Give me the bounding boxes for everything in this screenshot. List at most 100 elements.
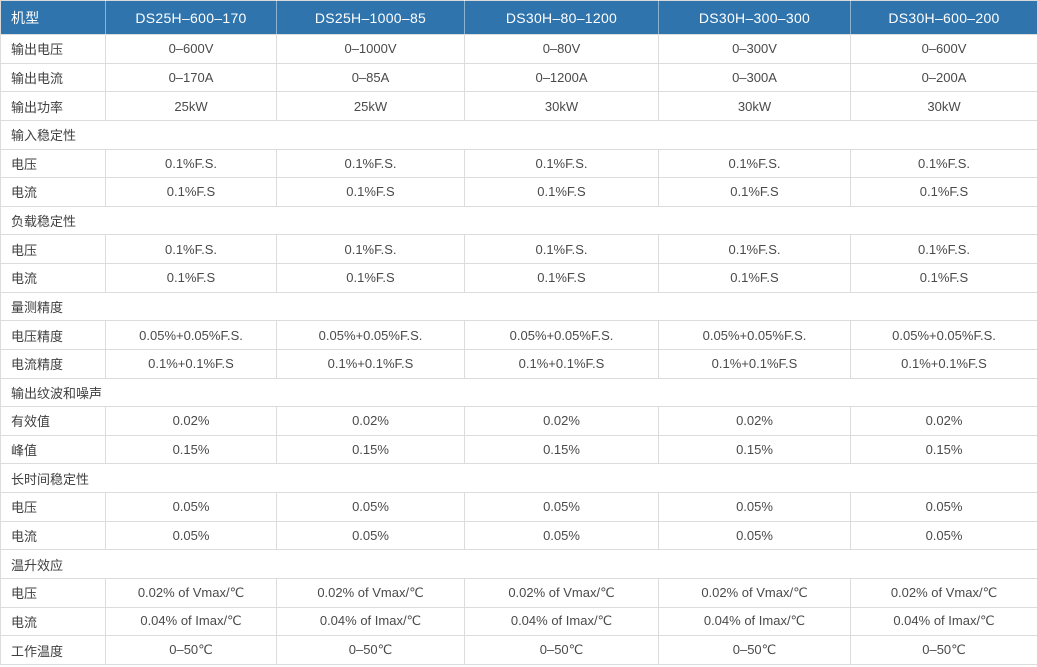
table-row: 电压 0.02% of Vmax/℃ 0.02% of Vmax/℃ 0.02% of… [0, 577, 1037, 608]
spec-value-cell: 0.1%F.S. [850, 234, 1037, 264]
row-label: 电流 [0, 263, 106, 293]
table-row: 电压精度 0.05%+0.05%F.S. 0.05%+0.05%F.S. 0.05%+… [0, 320, 1037, 350]
spec-value-cell: 0.05% [850, 492, 1037, 522]
spec-value-cell: 0.1%F.S. [658, 234, 851, 264]
table-row: 电压 0.1%F.S. 0.1%F.S. 0.1%F.S. 0.1%F.S. 0.1%F.… [0, 234, 1037, 264]
spec-value-cell: 0.1%F.S. [658, 148, 851, 179]
row-label: 电压 [0, 577, 106, 608]
table-row: 电流 0.1%F.S 0.1%F.S 0.1%F.S 0.1%F.S 0.1%F.S [0, 177, 1037, 207]
spec-value-cell: 0.1%F.S. [464, 234, 659, 264]
spec-value-cell: 0.1%+0.1%F.S [850, 348, 1037, 379]
row-label: 电流 [0, 606, 106, 637]
row-label: 电压 [0, 234, 106, 264]
spec-value-cell: 0.05%+0.05%F.S. [464, 320, 659, 350]
spec-value-cell: 0.02% of Vmax/℃ [850, 577, 1037, 608]
spec-value-cell: 0.05% [105, 492, 277, 522]
section-row: 输出纹波和噪声 [0, 377, 1037, 408]
table-row: 电压 0.05% 0.05% 0.05% 0.05% 0.05% [0, 492, 1037, 522]
table-row: 有效值 0.02% 0.02% 0.02% 0.02% 0.02% [0, 406, 1037, 436]
table-row: 电流 0.05% 0.05% 0.05% 0.05% 0.05% [0, 520, 1037, 551]
row-label: 输出电流 [0, 62, 106, 93]
spec-value-cell: 0.05%+0.05%F.S. [850, 320, 1037, 350]
spec-value-cell: 0.04% of Imax/℃ [850, 606, 1037, 637]
table-row: 电流 0.04% of Imax/℃ 0.04% of Imax/℃ 0.04% of… [0, 606, 1037, 637]
spec-value-cell: 0–1200A [464, 62, 659, 93]
row-label: 电流精度 [0, 348, 106, 379]
section-row: 长时间稳定性 [0, 463, 1037, 493]
spec-value-cell: 0.05% [276, 492, 465, 522]
spec-value-cell: 0.1%F.S [850, 177, 1037, 207]
spec-table-header: 机型 DS25H–600–170 DS25H–1000–85 DS30H–80–120… [0, 0, 1037, 35]
row-label: 工作温度 [0, 635, 106, 665]
spec-value-cell: 0–600V [850, 34, 1037, 64]
header-row: 机型 DS25H–600–170 DS25H–1000–85 DS30H–80–120… [0, 0, 1037, 35]
spec-value-cell: 0.05% [105, 520, 277, 551]
spec-value-cell: 0–600V [105, 34, 277, 64]
table-row: 电流精度 0.1%+0.1%F.S 0.1%+0.1%F.S 0.1%+0.1%F.S… [0, 348, 1037, 379]
spec-value-cell: 0.15% [464, 434, 659, 465]
spec-value-cell: 0.1%F.S [276, 263, 465, 293]
header-cell-model-column-label: 机型 [0, 0, 106, 35]
spec-value-cell: 0.1%F.S [105, 263, 277, 293]
header-cell-model-1: DS25H–600–170 [105, 0, 277, 35]
spec-value-cell: 0.04% of Imax/℃ [464, 606, 659, 637]
spec-value-cell: 0.04% of Imax/℃ [658, 606, 851, 637]
spec-value-cell: 0.15% [850, 434, 1037, 465]
table-row: 输出功率 25kW 25kW 30kW 30kW 30kW [0, 91, 1037, 121]
spec-value-cell: 0.02% of Vmax/℃ [105, 577, 277, 608]
table-row: 工作温度 0–50℃ 0–50℃ 0–50℃ 0–50℃ 0–50℃ [0, 635, 1037, 665]
spec-value-cell: 0.1%F.S. [105, 234, 277, 264]
spec-value-cell: 0.05% [464, 492, 659, 522]
table-row: 输出电流 0–170A 0–85A 0–1200A 0–300A 0–200A [0, 62, 1037, 93]
spec-value-cell: 0–170A [105, 62, 277, 93]
header-cell-model-3: DS30H–80–1200 [464, 0, 659, 35]
spec-value-cell: 0.1%+0.1%F.S [464, 348, 659, 379]
section-label: 输出纹波和噪声 [0, 377, 1037, 408]
spec-value-cell: 0–50℃ [658, 635, 851, 665]
spec-value-cell: 0.05% [464, 520, 659, 551]
section-row: 输入稳定性 [0, 119, 1037, 150]
spec-value-cell: 0.02% [105, 406, 277, 436]
spec-value-cell: 0.02% [850, 406, 1037, 436]
header-cell-model-4: DS30H–300–300 [658, 0, 851, 35]
table-row: 峰值 0.15% 0.15% 0.15% 0.15% 0.15% [0, 434, 1037, 465]
spec-value-cell: 0.1%F.S [464, 263, 659, 293]
row-label: 峰值 [0, 434, 106, 465]
section-label: 温升效应 [0, 549, 1037, 579]
spec-value-cell: 0.1%+0.1%F.S [658, 348, 851, 379]
spec-value-cell: 0.02% [276, 406, 465, 436]
spec-value-cell: 0.1%F.S. [464, 148, 659, 179]
spec-value-cell: 0–50℃ [276, 635, 465, 665]
spec-value-cell: 0–200A [850, 62, 1037, 93]
spec-value-cell: 0.1%F.S. [105, 148, 277, 179]
spec-value-cell: 0.1%F.S. [276, 148, 465, 179]
spec-value-cell: 0–85A [276, 62, 465, 93]
spec-value-cell: 30kW [850, 91, 1037, 121]
table-row: 电流 0.1%F.S 0.1%F.S 0.1%F.S 0.1%F.S 0.1%F.S [0, 263, 1037, 293]
spec-value-cell: 0.1%F.S [658, 177, 851, 207]
spec-value-cell: 0.15% [105, 434, 277, 465]
spec-value-cell: 0.1%F.S [464, 177, 659, 207]
spec-value-cell: 0.05%+0.05%F.S. [276, 320, 465, 350]
header-cell-model-5: DS30H–600–200 [850, 0, 1037, 35]
spec-value-cell: 0.05% [658, 520, 851, 551]
table-row: 电压 0.1%F.S. 0.1%F.S. 0.1%F.S. 0.1%F.S. 0.1%F.… [0, 148, 1037, 179]
spec-value-cell: 0.05% [658, 492, 851, 522]
row-label: 电压 [0, 492, 106, 522]
section-row: 负载稳定性 [0, 205, 1037, 236]
row-label: 电压 [0, 148, 106, 179]
spec-value-cell: 0.15% [276, 434, 465, 465]
section-row: 温升效应 [0, 549, 1037, 579]
spec-value-cell: 0–300A [658, 62, 851, 93]
section-label: 长时间稳定性 [0, 463, 1037, 493]
section-label: 输入稳定性 [0, 119, 1037, 150]
spec-value-cell: 0.02% [658, 406, 851, 436]
spec-value-cell: 0.05% [276, 520, 465, 551]
spec-value-cell: 25kW [276, 91, 465, 121]
spec-value-cell: 0.04% of Imax/℃ [105, 606, 277, 637]
spec-value-cell: 0–1000V [276, 34, 465, 64]
spec-value-cell: 0.1%F.S [276, 177, 465, 207]
spec-value-cell: 0.1%F.S [658, 263, 851, 293]
